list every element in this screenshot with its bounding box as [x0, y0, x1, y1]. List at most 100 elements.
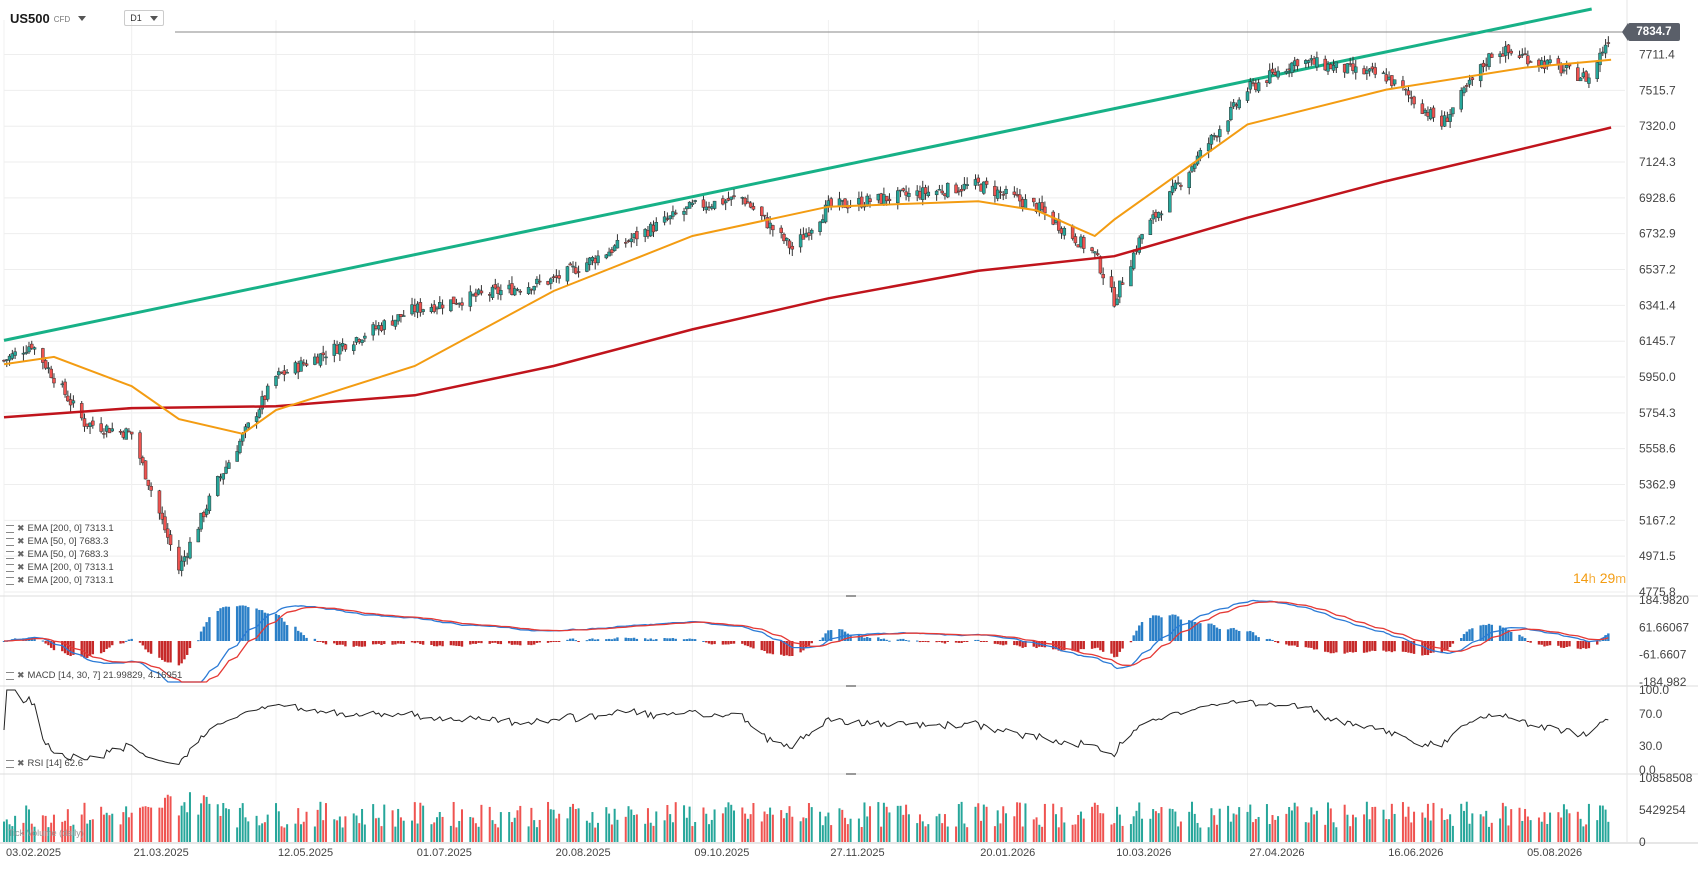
close-icon[interactable]: ✖ — [17, 536, 25, 546]
macd-legend[interactable]: ✖ MACD [14, 30, 7] 21.99829, 4.16951 — [6, 670, 182, 681]
indicator-row[interactable]: ✖ EMA [50, 0] 7683.3 — [6, 535, 114, 548]
candle-body — [1270, 68, 1275, 73]
candle-body — [499, 290, 503, 296]
indicator-row[interactable]: ✖ EMA [200, 0] 7313.1 — [6, 574, 114, 587]
volume-bar — [616, 819, 619, 842]
macd-histogram-bar — [374, 641, 378, 645]
candle-body — [537, 280, 542, 283]
pane-resize-handle[interactable] — [846, 685, 856, 687]
volume-bar — [469, 816, 472, 842]
volume-bar — [1102, 813, 1105, 842]
settings-icon[interactable] — [6, 563, 14, 572]
indicator-row[interactable]: ✖ EMA [200, 0] 7313.1 — [6, 561, 114, 574]
volume-bar — [1079, 811, 1082, 842]
candle-body — [1517, 55, 1522, 58]
pane-resize-handle[interactable] — [846, 595, 856, 597]
volume-bar — [1190, 801, 1193, 842]
volume-bar — [1074, 824, 1077, 842]
candle-body — [746, 201, 750, 204]
volume-bar — [416, 823, 419, 842]
candle-body — [71, 400, 76, 404]
chart-toolbar: US500 CFD D1 — [10, 8, 165, 28]
indicator-row[interactable]: ✖ EMA [200, 0] 7313.1 — [6, 522, 114, 535]
settings-icon[interactable] — [6, 550, 14, 559]
volume-bar — [927, 824, 930, 842]
macd-histogram-bar — [1093, 641, 1097, 649]
candle-body — [926, 191, 931, 197]
macd-histogram-bar — [655, 639, 658, 641]
macd-histogram-bar — [224, 606, 228, 641]
macd-histogram-bar — [804, 641, 808, 648]
macd-histogram-bar — [91, 641, 95, 655]
volume-bar — [402, 820, 405, 842]
pane-resize-handle[interactable] — [846, 773, 856, 775]
macd-histogram-bar — [760, 641, 763, 651]
volume-bar — [394, 826, 397, 842]
timeframe-select[interactable]: D1 — [124, 10, 165, 26]
candle-body — [809, 229, 814, 234]
candle-body — [1290, 62, 1294, 73]
macd-histogram-bar — [255, 608, 258, 641]
price-tick-label: 6928.6 — [1639, 191, 1676, 205]
macd-histogram-bar — [480, 641, 483, 644]
settings-icon[interactable] — [6, 576, 14, 585]
symbol-dropdown-icon[interactable] — [78, 15, 87, 21]
settings-icon[interactable] — [6, 524, 14, 533]
macd-histogram-bar — [921, 641, 924, 642]
candle-body — [238, 440, 242, 453]
volume-bar — [530, 807, 533, 842]
close-icon[interactable]: ✖ — [17, 562, 25, 572]
close-icon[interactable]: ✖ — [17, 575, 25, 585]
macd-histogram-bar — [1584, 641, 1588, 649]
macd-histogram-bar — [643, 638, 647, 641]
candle-body — [49, 368, 53, 378]
settings-icon[interactable] — [6, 759, 14, 768]
macd-histogram-bar — [1307, 641, 1310, 648]
countdown-hours: 14 — [1573, 570, 1589, 586]
volume-bar — [363, 824, 366, 842]
candle-body — [110, 428, 115, 432]
candle-body — [782, 233, 786, 242]
rsi-legend[interactable]: ✖ RSI [14] 62.6 — [6, 758, 83, 769]
macd-histogram-bar — [685, 639, 689, 641]
volume-bar — [610, 824, 613, 842]
candle-body — [954, 184, 958, 194]
candle-body — [1176, 182, 1180, 184]
settings-icon[interactable] — [6, 537, 14, 546]
candle-body — [1584, 71, 1588, 82]
volume-bar — [993, 826, 996, 842]
volume-bar — [519, 805, 522, 842]
candle-body — [177, 546, 181, 571]
macd-histogram-bar — [957, 641, 961, 643]
indicator-row[interactable]: ✖ EMA [50, 0] 7683.3 — [6, 548, 114, 561]
settings-icon[interactable] — [6, 671, 14, 680]
countdown-minutes: 29 — [1599, 570, 1616, 586]
volume-bar — [907, 814, 910, 842]
candle-body — [1354, 66, 1358, 73]
volume-bar — [355, 815, 358, 842]
symbol-name[interactable]: US500 — [10, 10, 50, 26]
volume-bar — [338, 816, 341, 842]
volume-bar — [807, 803, 810, 842]
rsi-tick-label: 0.0 — [1639, 763, 1656, 777]
macd-histogram-bar — [430, 641, 433, 645]
volume-bar — [1568, 813, 1571, 842]
volume-bar — [766, 814, 769, 842]
close-icon[interactable]: ✖ — [17, 758, 25, 768]
close-icon[interactable]: ✖ — [17, 670, 25, 680]
macd-tick-label: 184.9820 — [1639, 593, 1689, 607]
volume-bar — [283, 827, 286, 842]
macd-histogram-bar — [977, 639, 980, 641]
close-icon[interactable]: ✖ — [17, 523, 25, 533]
macd-histogram-bar — [1274, 641, 1277, 642]
volume-bar — [1179, 821, 1182, 842]
volume-bar — [69, 825, 72, 842]
volume-bar — [225, 808, 228, 842]
volume-bar — [41, 815, 44, 842]
volume-bar — [741, 807, 744, 842]
time-tick-label: 20.01.2026 — [980, 847, 1035, 859]
close-icon[interactable]: ✖ — [17, 549, 25, 559]
volume-bar — [200, 803, 203, 842]
